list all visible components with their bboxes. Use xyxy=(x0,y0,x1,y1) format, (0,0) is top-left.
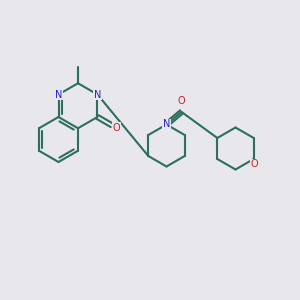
Text: N: N xyxy=(55,89,62,100)
Text: O: O xyxy=(250,159,258,170)
Text: N: N xyxy=(163,119,170,130)
Text: O: O xyxy=(112,123,120,133)
Text: O: O xyxy=(178,95,185,106)
Text: N: N xyxy=(94,89,101,100)
